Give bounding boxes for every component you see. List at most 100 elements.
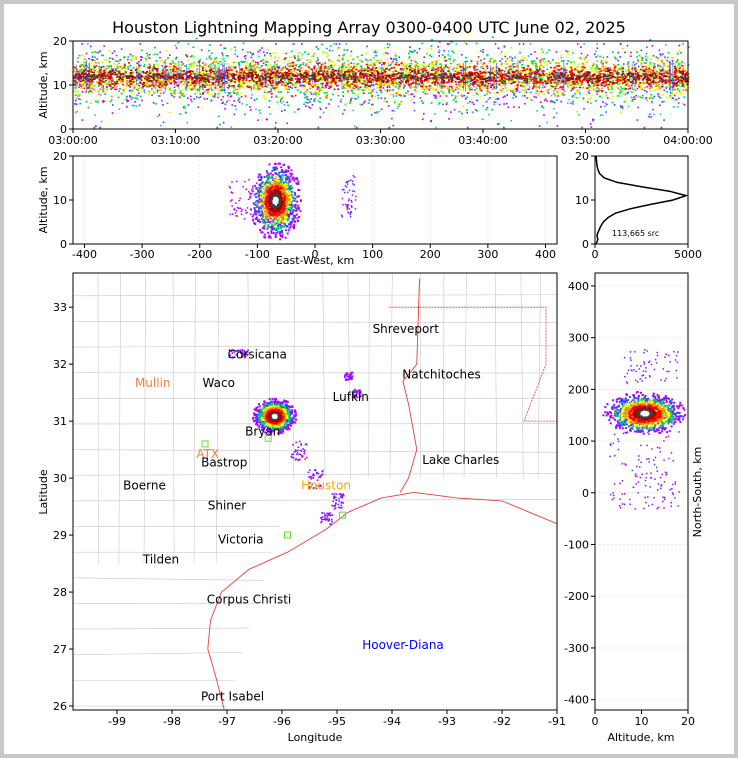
lma-point xyxy=(298,52,301,54)
lma-point xyxy=(240,83,242,86)
lma-point xyxy=(489,60,492,62)
lma-point xyxy=(224,82,227,85)
lma-point xyxy=(104,58,107,61)
lma-point xyxy=(254,66,257,68)
lma-point xyxy=(196,88,199,90)
lma-point xyxy=(244,95,247,97)
lma-point xyxy=(174,58,177,60)
lma-point xyxy=(622,86,625,88)
lma-point xyxy=(478,72,481,74)
lma-point xyxy=(448,90,451,92)
lma-point xyxy=(670,86,673,88)
lma-point xyxy=(485,100,488,103)
lma-point xyxy=(362,89,365,92)
lma-point xyxy=(187,97,189,99)
lma-point xyxy=(301,71,303,73)
lma-point xyxy=(337,58,340,60)
lma-point xyxy=(210,52,213,55)
lma-point xyxy=(244,54,247,57)
lma-point xyxy=(250,61,253,64)
lma-point xyxy=(169,89,172,92)
lma-point xyxy=(273,55,276,57)
lma-point xyxy=(493,85,495,88)
lma-point xyxy=(656,70,658,73)
lma-point xyxy=(304,51,306,53)
lma-point xyxy=(299,91,302,94)
lma-point xyxy=(672,56,674,59)
lma-point xyxy=(559,66,562,68)
lma-point xyxy=(242,48,244,51)
lma-point xyxy=(85,52,88,55)
lma-point xyxy=(435,73,438,75)
lma-point xyxy=(658,49,661,52)
lma-point xyxy=(435,126,437,129)
lma-point xyxy=(382,68,384,70)
lma-point xyxy=(449,66,452,68)
lma-point xyxy=(114,70,117,73)
lma-point xyxy=(601,90,603,93)
lma-point xyxy=(219,75,222,77)
lma-point xyxy=(645,58,647,61)
lma-point xyxy=(288,91,291,94)
lma-point xyxy=(115,77,118,80)
lma-point xyxy=(315,94,318,97)
lma-point xyxy=(603,68,606,70)
lma-point xyxy=(180,94,183,97)
lma-point xyxy=(437,79,440,82)
lma-point xyxy=(220,83,223,86)
lma-point xyxy=(546,80,549,83)
lma-point xyxy=(109,65,112,67)
lma-point xyxy=(278,65,281,68)
lma-point xyxy=(254,68,256,70)
lma-point xyxy=(359,69,361,72)
lma-point xyxy=(275,122,277,124)
lma-point xyxy=(446,87,449,90)
lma-point xyxy=(268,67,271,70)
lma-point xyxy=(101,81,104,84)
lma-point xyxy=(641,67,643,70)
lma-point xyxy=(361,91,364,93)
lma-point xyxy=(553,80,556,83)
lma-point xyxy=(562,85,564,88)
lma-point xyxy=(672,97,674,99)
lma-point xyxy=(233,100,235,102)
lma-point xyxy=(375,51,378,54)
lma-point xyxy=(294,57,296,60)
lma-point xyxy=(408,66,411,69)
lma-point xyxy=(545,72,548,75)
lma-point xyxy=(364,68,367,70)
lma-point xyxy=(105,67,108,70)
lma-point xyxy=(576,43,579,45)
lma-point xyxy=(648,113,651,116)
lma-point xyxy=(318,101,321,103)
lma-point xyxy=(323,69,326,71)
lma-point xyxy=(678,90,681,92)
lma-point xyxy=(456,70,459,72)
lma-point xyxy=(673,80,675,83)
lma-point xyxy=(512,63,515,65)
lma-point xyxy=(346,83,349,86)
lma-point xyxy=(189,95,192,98)
lma-point xyxy=(325,72,328,74)
lma-point xyxy=(612,95,615,98)
lma-point xyxy=(175,47,178,49)
lma-point xyxy=(219,80,221,82)
lma-point xyxy=(101,65,104,68)
lma-point xyxy=(677,53,680,55)
lma-point xyxy=(210,65,213,68)
lma-point xyxy=(213,61,216,64)
lma-point xyxy=(328,103,330,105)
lma-point xyxy=(465,65,468,68)
lma-point xyxy=(672,71,675,73)
lma-point xyxy=(313,91,316,94)
lma-point xyxy=(80,87,83,89)
lma-point xyxy=(475,87,478,89)
lma-point xyxy=(91,81,94,84)
lma-point xyxy=(556,112,558,114)
lma-point xyxy=(468,76,471,78)
lma-point xyxy=(572,86,575,88)
lma-point xyxy=(641,72,644,75)
lma-point xyxy=(529,79,532,81)
lma-point xyxy=(483,62,485,64)
lma-point xyxy=(633,96,635,98)
